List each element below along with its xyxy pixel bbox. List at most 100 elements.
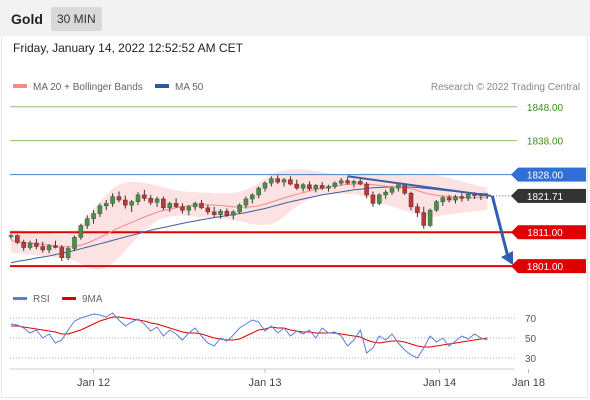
candle-body: [256, 187, 261, 196]
candle-body: [370, 194, 376, 204]
candle-body: [402, 184, 408, 194]
candle-body: [15, 235, 20, 243]
candle-body: [8, 235, 14, 237]
candle-body: [262, 182, 268, 189]
time-tick-label: Jan 13: [248, 377, 281, 389]
time-tick-label: Jan 12: [77, 377, 110, 389]
candle-body: [345, 180, 350, 184]
candle-body: [269, 178, 274, 184]
candle-body: [389, 187, 395, 193]
bollinger-band: [11, 169, 488, 270]
candle-body: [376, 194, 382, 204]
timeframe-badge[interactable]: 30 MIN: [51, 7, 102, 31]
candle-body: [59, 247, 65, 258]
candle-body: [338, 180, 344, 184]
price-panel: 1848.00 1838.00 1828.00 1821.71 1811.00 1801.…: [8, 103, 586, 274]
candle-body: [440, 197, 446, 203]
candle-body: [307, 184, 312, 190]
price-label-box: [518, 225, 586, 240]
price-level-label: 1838.00: [527, 137, 564, 148]
top-bar: Gold 30 MIN: [0, 0, 590, 36]
price-label-pointer: [511, 188, 518, 203]
time-tick-label: Jan 18: [512, 377, 545, 389]
time-tick-label: Jan 14: [423, 377, 456, 389]
candle-body: [103, 203, 109, 207]
chart-datetime: Friday, January 14, 2022 12:52:52 AM CET: [13, 41, 243, 55]
candle-body: [326, 186, 331, 189]
candle-body: [408, 192, 414, 208]
candle-body: [186, 206, 192, 211]
candle-body: [34, 242, 39, 247]
candle-body: [205, 207, 211, 213]
candle-body: [275, 178, 281, 183]
candle-body: [396, 184, 401, 189]
candle-body: [332, 182, 338, 187]
price-level-label: 1801.00: [527, 262, 564, 273]
candle-body: [180, 206, 185, 211]
instrument-name: Gold: [11, 11, 43, 27]
candle-body: [364, 183, 369, 196]
legend-label-ma20: MA 20 + Bollinger Bands: [33, 82, 143, 93]
price-level-label: 1811.00: [527, 228, 563, 239]
candle-body: [167, 203, 173, 209]
legend-swatch-9ma: [62, 297, 76, 300]
candle-body: [313, 185, 319, 190]
candle-body: [135, 194, 141, 203]
candle-body: [84, 218, 90, 226]
trend-line: [347, 175, 492, 197]
candle-body: [224, 210, 230, 216]
price-label-box: [518, 167, 586, 182]
candle-body: [148, 198, 153, 203]
candle-body: [434, 201, 439, 211]
price-label-box: [518, 259, 586, 274]
candle-body: [465, 193, 471, 199]
candle-body: [129, 201, 134, 206]
candle-body: [91, 213, 96, 219]
candle-body: [427, 209, 433, 226]
forecast-arrow-head: [501, 251, 513, 266]
price-level-label: 1821.71: [527, 192, 564, 203]
candle-body: [230, 211, 236, 216]
rsi-tick-label: 70: [525, 314, 537, 325]
candle-body: [243, 198, 249, 206]
candle-body: [211, 211, 217, 215]
price-level-label: 1828.00: [527, 171, 564, 182]
candle-body: [446, 197, 452, 201]
price-level-label: 1848.00: [527, 103, 564, 114]
candle-body: [21, 242, 27, 248]
oscillator-legend: RSI 9MA: [13, 294, 103, 305]
candle-body: [237, 204, 242, 213]
candle-body: [78, 225, 84, 238]
time-axis: Jan 12 Jan 13 Jan 14 Jan 18: [77, 369, 545, 389]
legend-swatch-ma50: [155, 84, 169, 88]
candle-body: [27, 242, 33, 248]
main-legend: MA 20 + Bollinger Bands MA 50 Research ©…: [13, 82, 580, 93]
rsi-line: [10, 312, 488, 359]
price-label-pointer: [511, 167, 518, 182]
candle-body: [415, 206, 420, 213]
candle-body: [351, 181, 357, 184]
legend-swatch-ma20: [13, 84, 27, 88]
candle-body: [154, 198, 160, 203]
candle-body: [319, 185, 325, 189]
candle-body: [40, 246, 46, 251]
candle-body: [46, 245, 52, 251]
candle-body: [199, 203, 204, 209]
candle-body: [421, 212, 427, 226]
candle-body: [116, 196, 122, 201]
candle-body: [173, 203, 179, 208]
candle-body: [383, 191, 388, 196]
rsi-tick-label: 50: [525, 334, 537, 345]
price-label-box: [518, 188, 586, 203]
candle-body: [123, 199, 128, 206]
candle-body: [357, 181, 363, 185]
legend-label-9ma: 9MA: [82, 294, 103, 305]
candle-body: [142, 194, 147, 199]
candle-body: [65, 248, 71, 258]
candle-body: [459, 196, 465, 199]
price-label-pointer: [511, 225, 518, 240]
rsi-9ma-line: [11, 316, 488, 348]
rsi-panel: 70 50 30: [10, 312, 537, 365]
candle-body: [72, 237, 77, 249]
